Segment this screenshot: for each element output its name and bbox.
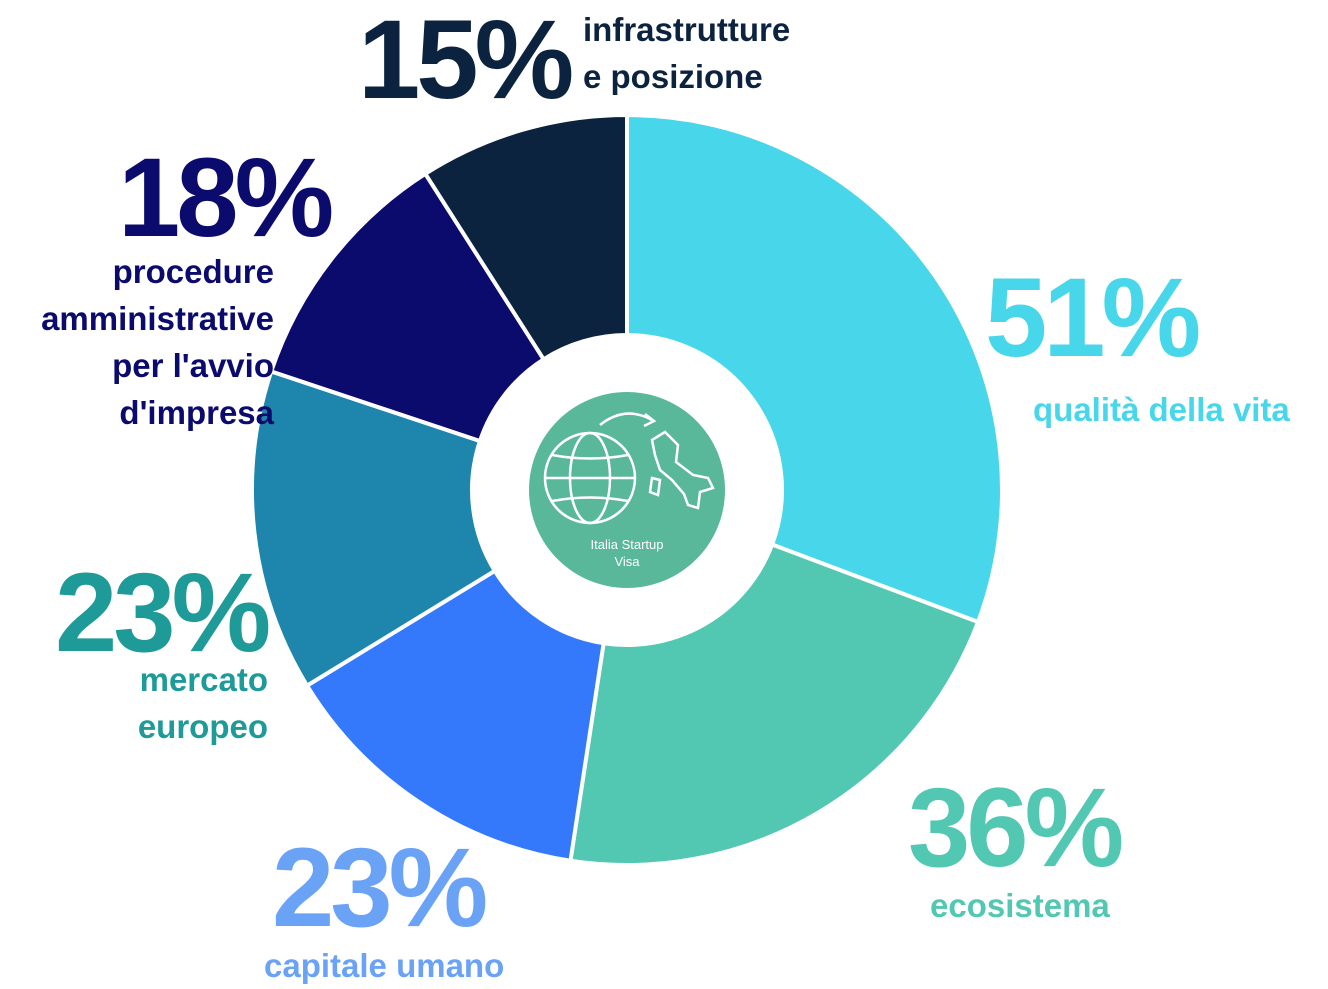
donut-segment	[304, 568, 606, 863]
category-label: ecosistema	[930, 887, 1110, 924]
donut-segment	[568, 541, 981, 867]
donut-segment	[250, 368, 498, 689]
donut-segment	[422, 112, 629, 363]
value-label: 36%	[908, 765, 1124, 890]
logo-text: Italia Startup Visa	[590, 537, 664, 569]
value-label: 15%	[358, 0, 574, 122]
logo-icon	[543, 412, 715, 525]
category-label: infrastrutture e posizione	[583, 11, 791, 95]
category-label: mercato europeo	[137, 661, 268, 745]
donut-segment	[268, 171, 547, 444]
value-label: 23%	[272, 825, 488, 950]
value-label: 51%	[985, 255, 1201, 380]
donut-segment	[625, 112, 1004, 625]
value-label: 18%	[118, 135, 334, 260]
value-label: 23%	[55, 550, 271, 675]
category-label: qualità della vita	[1033, 391, 1290, 428]
category-label: procedure amministrative per l'avvio d'i…	[41, 253, 274, 431]
category-label: capitale umano	[264, 947, 505, 984]
